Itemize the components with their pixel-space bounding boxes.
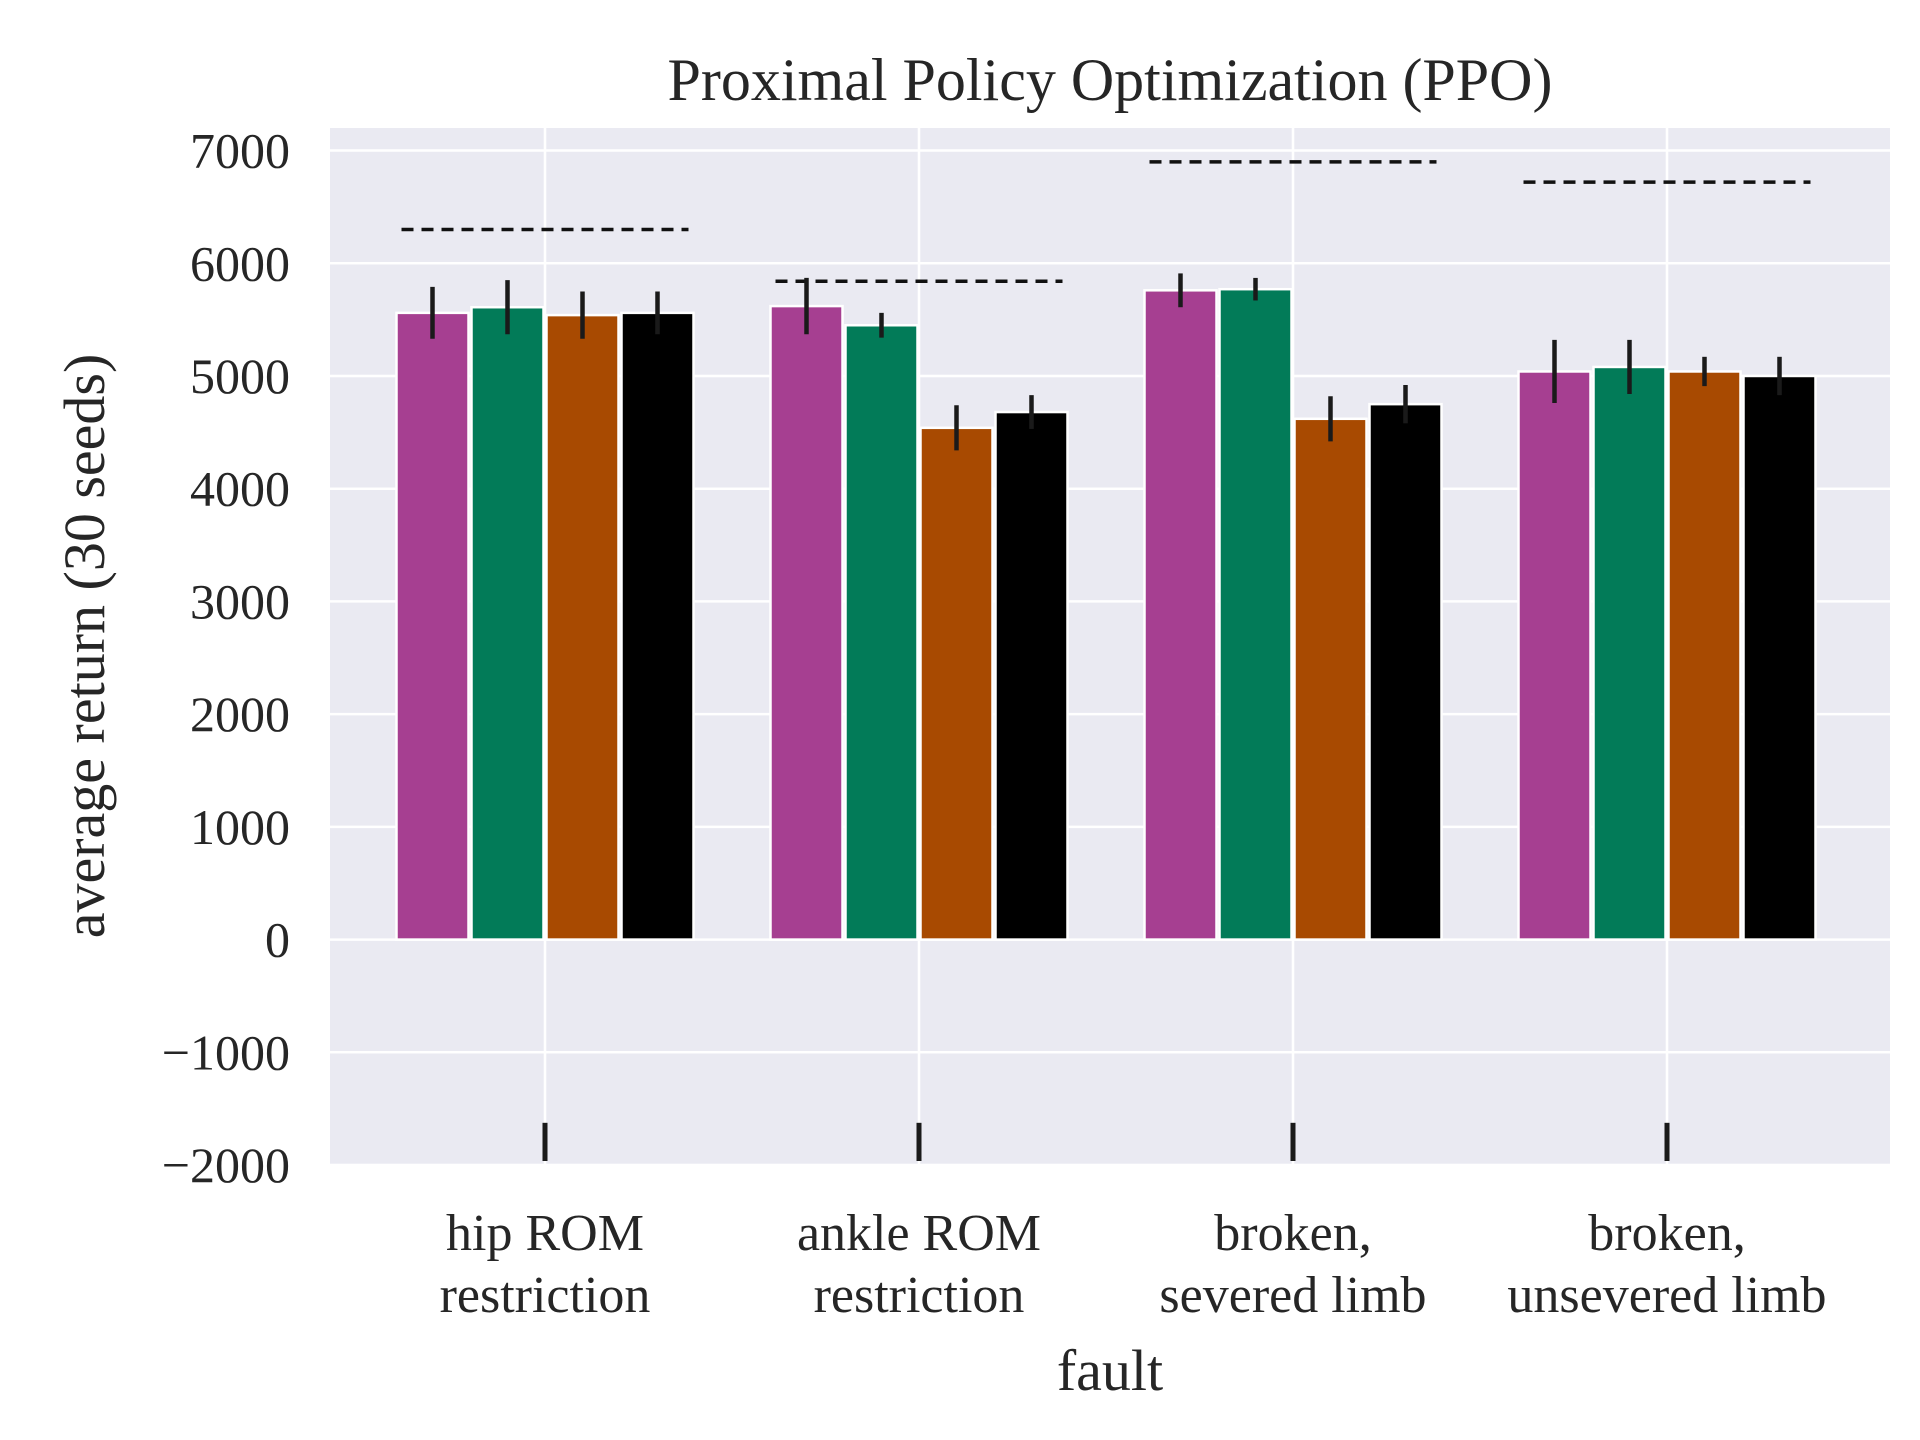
error-bars [430, 273, 1782, 1161]
bar [1293, 417, 1368, 941]
y-tick-label: 6000 [190, 235, 290, 291]
bar [1218, 287, 1293, 941]
bar [545, 313, 620, 941]
x-tick-label: hip ROM [446, 1205, 644, 1262]
y-tick-label: 3000 [190, 573, 290, 629]
bar [1517, 370, 1592, 941]
bar [620, 311, 695, 941]
bar [1742, 374, 1817, 941]
bar [1592, 365, 1667, 941]
y-tick-label: 5000 [190, 348, 290, 404]
x-axis-label: fault [1057, 1338, 1163, 1403]
y-tick-label: −2000 [162, 1137, 290, 1193]
x-tick-label: unsevered limb [1507, 1267, 1826, 1324]
chart-title: Proximal Policy Optimization (PPO) [668, 47, 1553, 113]
x-tick-label: restriction [814, 1267, 1025, 1324]
bars [395, 287, 1817, 941]
bar [844, 324, 919, 941]
reference-lines [401, 160, 1811, 284]
y-tick-label: 2000 [190, 686, 290, 742]
y-tick-labels: −2000 −1000 0 1000 2000 3000 4000 5000 6000 7000 [162, 123, 290, 1193]
bar [994, 410, 1069, 941]
y-axis-label: average return (30 seeds) [52, 354, 117, 939]
x-tick-label: severed limb [1159, 1267, 1426, 1324]
y-tick-label: 0 [265, 912, 290, 968]
bar [1667, 370, 1742, 941]
bar [395, 311, 470, 941]
bar [919, 426, 994, 941]
y-tick-label: −1000 [162, 1024, 290, 1080]
y-tick-label: 4000 [190, 461, 290, 517]
bar [1368, 402, 1443, 941]
y-tick-label: 1000 [190, 799, 290, 855]
bar [1143, 289, 1218, 941]
x-tick-label: broken, [1588, 1205, 1745, 1262]
x-tick-label: broken, [1214, 1205, 1371, 1262]
x-tick-label: restriction [440, 1267, 651, 1324]
bar [470, 305, 545, 941]
bar [769, 304, 844, 941]
y-tick-label: 7000 [190, 123, 290, 179]
x-tick-label: ankle ROM [797, 1205, 1041, 1262]
